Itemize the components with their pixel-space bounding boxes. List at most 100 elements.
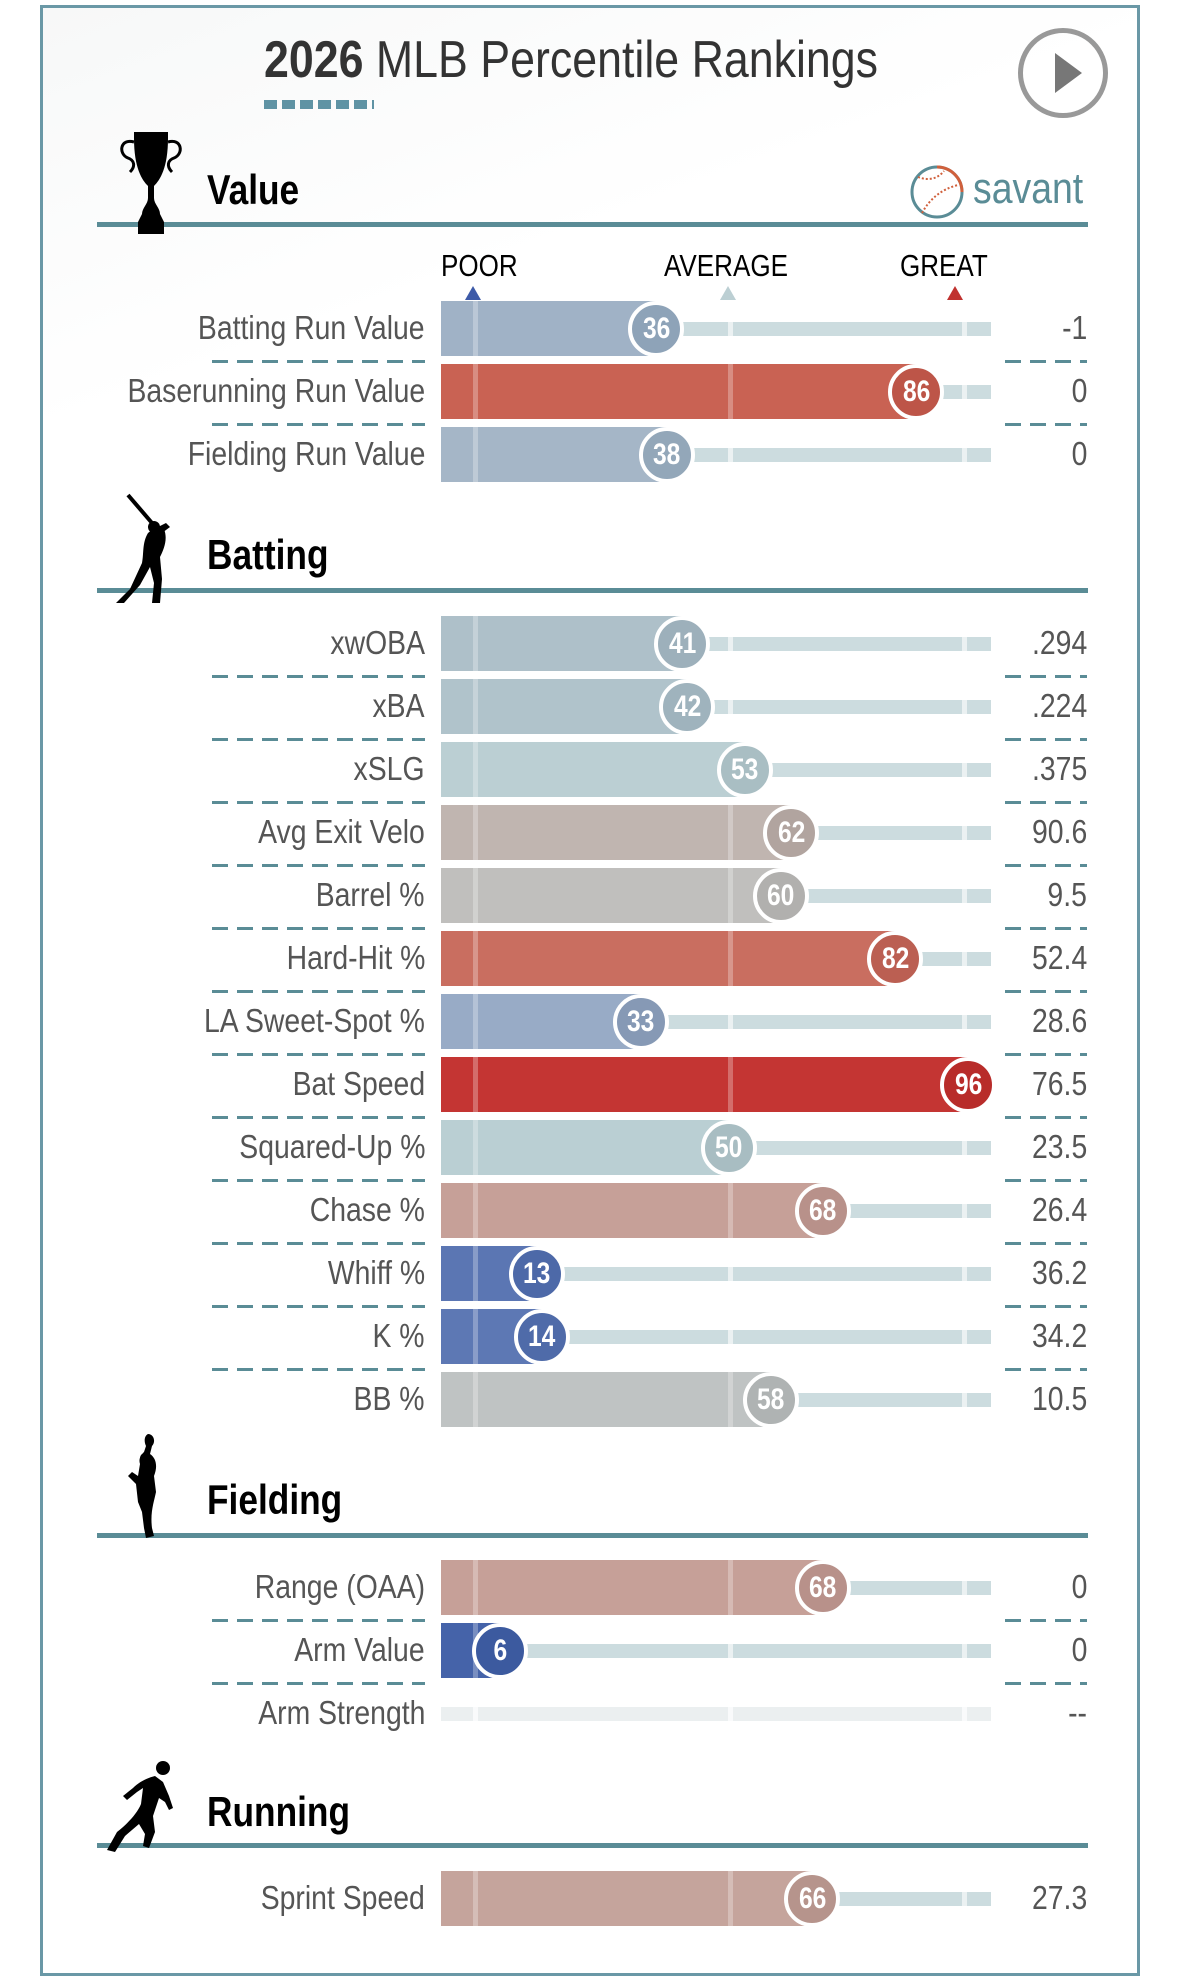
great-gridline [961, 700, 967, 714]
percentile-bubble[interactable]: 42 [659, 678, 716, 735]
row-separator [212, 1305, 425, 1308]
percentile-bubble[interactable]: 53 [716, 741, 773, 798]
metric-row[interactable]: Avg Exit Velo 62 90.6 [0, 804, 1179, 861]
percentile-track [666, 448, 991, 462]
metric-row[interactable]: K % 14 34.2 [0, 1308, 1179, 1365]
great-gridline [961, 1330, 967, 1344]
metric-row[interactable]: Squared-Up % 50 23.5 [0, 1119, 1179, 1176]
poor-gridline [473, 301, 478, 356]
metric-value: 28.6 [1031, 1002, 1087, 1039]
metric-row[interactable]: Fielding Run Value 38 0 [0, 426, 1179, 483]
percentile-bar [441, 1120, 729, 1175]
poor-gridline [473, 679, 478, 734]
great-gridline [961, 322, 967, 336]
poor-gridline [473, 931, 478, 986]
percentile-bar [441, 679, 688, 734]
great-gridline [961, 826, 967, 840]
average-gridline [727, 1015, 733, 1029]
metric-row[interactable]: Bat Speed 96 76.5 [0, 1056, 1179, 1113]
metric-row[interactable]: Arm Strength -- [0, 1686, 1179, 1741]
average-gridline [728, 1871, 733, 1926]
percentile-bubble[interactable]: 62 [763, 804, 820, 861]
metric-label: Squared-Up % [238, 1128, 425, 1165]
row-separator [212, 675, 425, 678]
average-gridline [728, 805, 733, 860]
row-separator [1005, 1368, 1087, 1371]
great-gridline [962, 1141, 967, 1155]
metric-row[interactable]: Barrel % 60 9.5 [0, 867, 1179, 924]
metric-row[interactable]: Batting Run Value 36 -1 [0, 300, 1179, 357]
runner-icon [103, 1758, 187, 1856]
average-gridline [728, 1560, 733, 1615]
savant-baseball-icon [910, 165, 964, 219]
row-separator [212, 1242, 425, 1245]
trophy-icon [112, 128, 190, 236]
percentile-bubble[interactable]: 58 [742, 1371, 799, 1428]
poor-gridline [473, 742, 478, 797]
metric-value: 90.6 [1031, 813, 1087, 850]
row-separator [1005, 1619, 1087, 1622]
percentile-bar [441, 427, 667, 482]
row-separator [1005, 360, 1087, 363]
percentile-bar [441, 1057, 969, 1112]
metric-label: xwOBA [330, 624, 425, 661]
metric-row[interactable]: Chase % 68 26.4 [0, 1182, 1179, 1239]
metric-value: 0 [1071, 435, 1087, 472]
metric-row[interactable]: BB % 58 10.5 [0, 1371, 1179, 1428]
section-divider-batting [97, 588, 1088, 593]
percentile-bubble[interactable]: 14 [513, 1308, 570, 1365]
row-separator [212, 1368, 425, 1371]
metric-label: Whiff % [327, 1254, 425, 1291]
percentile-bubble[interactable]: 36 [628, 300, 685, 357]
page-title: 2026 MLB Percentile Rankings [264, 30, 878, 90]
section-divider-running [97, 1843, 1088, 1848]
poor-gridline [473, 1246, 478, 1301]
great-gridline [961, 1015, 967, 1029]
metric-row[interactable]: Hard-Hit % 82 52.4 [0, 930, 1179, 987]
average-gridline [728, 1707, 733, 1721]
metric-row[interactable]: xBA 42 .224 [0, 678, 1179, 735]
metric-value: 9.5 [1047, 876, 1087, 913]
metric-value: 0 [1071, 372, 1087, 409]
metric-label: Chase % [309, 1191, 425, 1228]
percentile-bubble[interactable]: 33 [612, 993, 669, 1050]
percentile-track [682, 637, 991, 651]
percentile-bubble[interactable]: 68 [794, 1182, 851, 1239]
percentile-bubble[interactable]: 50 [701, 1119, 757, 1176]
row-separator [1005, 1179, 1087, 1182]
percentile-bubble[interactable]: 66 [784, 1870, 841, 1927]
average-gridline [727, 322, 733, 336]
percentile-bubble[interactable]: 6 [472, 1622, 529, 1679]
metric-row[interactable]: Baserunning Run Value 86 0 [0, 363, 1179, 420]
section-title-running: Running [207, 1788, 351, 1835]
percentile-bubble[interactable]: 86 [888, 363, 945, 420]
average-gridline [727, 1330, 733, 1344]
metric-row[interactable]: Range (OAA) 68 0 [0, 1559, 1179, 1616]
metric-label: Fielding Run Value [187, 435, 425, 472]
metric-row[interactable]: Sprint Speed 66 27.3 [0, 1870, 1179, 1927]
row-separator [1005, 1242, 1087, 1245]
percentile-bubble[interactable]: 68 [794, 1559, 851, 1616]
percentile-bar [441, 1372, 771, 1427]
percentile-bubble[interactable]: 38 [638, 426, 695, 483]
metric-value: 26.4 [1031, 1191, 1087, 1228]
percentile-bubble[interactable]: 60 [753, 867, 809, 924]
great-gridline [961, 1204, 967, 1218]
metric-label: Baserunning Run Value [127, 372, 425, 409]
percentile-bubble[interactable]: 41 [654, 615, 711, 672]
metric-row[interactable]: LA Sweet-Spot % 33 28.6 [0, 993, 1179, 1050]
row-separator [1005, 1116, 1087, 1119]
metric-row[interactable]: Arm Value 6 0 [0, 1622, 1179, 1679]
percentile-bubble[interactable]: 96 [940, 1056, 997, 1113]
metric-label: Batting Run Value [198, 309, 425, 346]
play-button[interactable] [1018, 28, 1108, 118]
percentile-bar [441, 1560, 823, 1615]
metric-row[interactable]: Whiff % 13 36.2 [0, 1245, 1179, 1302]
metric-row[interactable]: xwOBA 41 .294 [0, 615, 1179, 672]
metric-row[interactable]: xSLG 53 .375 [0, 741, 1179, 798]
percentile-track [791, 826, 991, 840]
percentile-bubble[interactable]: 13 [508, 1245, 565, 1302]
average-gridline [728, 1183, 733, 1238]
metric-value: 36.2 [1031, 1254, 1087, 1291]
percentile-bubble[interactable]: 82 [867, 930, 924, 987]
